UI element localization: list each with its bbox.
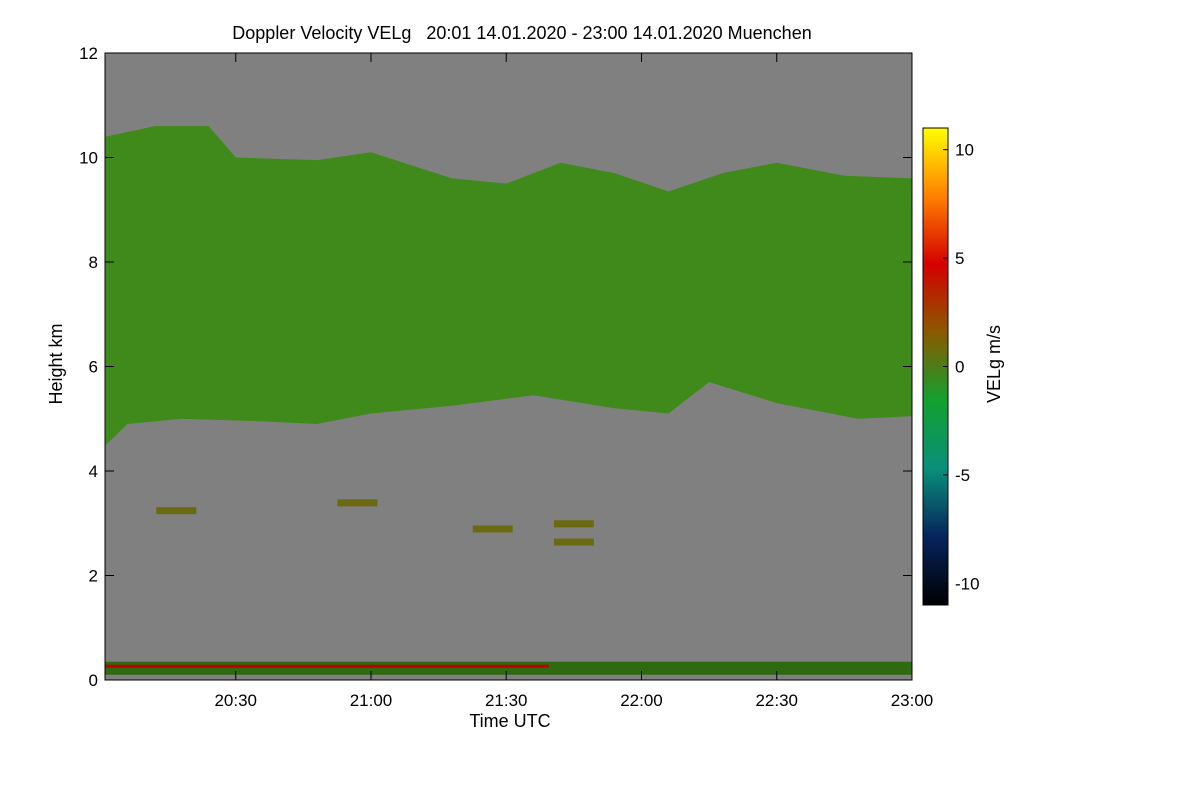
near-surface-band (105, 661, 912, 675)
x-tick-label: 20:30 (214, 691, 257, 710)
colorbar-ticks: 10 5 0 -5 -10 (943, 141, 980, 593)
y-tick-label: 10 (79, 149, 98, 168)
y-tick-label: 2 (89, 567, 98, 586)
plot-area (104, 52, 913, 681)
echo-patch (337, 499, 378, 507)
echo-patch (156, 507, 197, 515)
x-tick-label: 21:00 (350, 691, 393, 710)
chart-title: Doppler Velocity VELg 20:01 14.01.2020 -… (232, 23, 811, 43)
colorbar-tick-label: 5 (955, 249, 964, 268)
y-axis: 0 2 4 6 8 10 12 (79, 44, 912, 690)
x-tick-label: 22:00 (620, 691, 663, 710)
x-axis: 20:30 21:00 21:30 22:00 22:30 23:00 (214, 53, 933, 710)
near-surface-clutter (105, 664, 549, 668)
x-tick-label: 23:00 (891, 691, 934, 710)
colorbar-tick-label: 0 (955, 358, 964, 377)
echo-patch (553, 520, 594, 528)
y-tick-label: 4 (89, 462, 98, 481)
colorbar-label: VELg m/s (984, 325, 1004, 403)
colorbar-tick-label: -5 (955, 466, 970, 485)
x-tick-label: 21:30 (485, 691, 528, 710)
colorbar-tick-label: -10 (955, 574, 980, 593)
x-axis-label: Time UTC (469, 711, 550, 731)
x-tick-label: 22:30 (755, 691, 798, 710)
y-tick-label: 8 (89, 253, 98, 272)
y-tick-label: 0 (89, 671, 98, 690)
echo-patch (472, 525, 513, 533)
colorbar: 10 5 0 -5 -10 VELg m/s (922, 127, 1004, 606)
echo-patch (553, 538, 594, 546)
y-tick-label: 6 (89, 358, 98, 377)
colorbar-tick-label: 10 (955, 141, 974, 160)
y-axis-label: Height km (46, 323, 66, 404)
minor-echoes (156, 499, 594, 546)
y-tick-label: 12 (79, 44, 98, 63)
cloud-layer (105, 126, 912, 445)
